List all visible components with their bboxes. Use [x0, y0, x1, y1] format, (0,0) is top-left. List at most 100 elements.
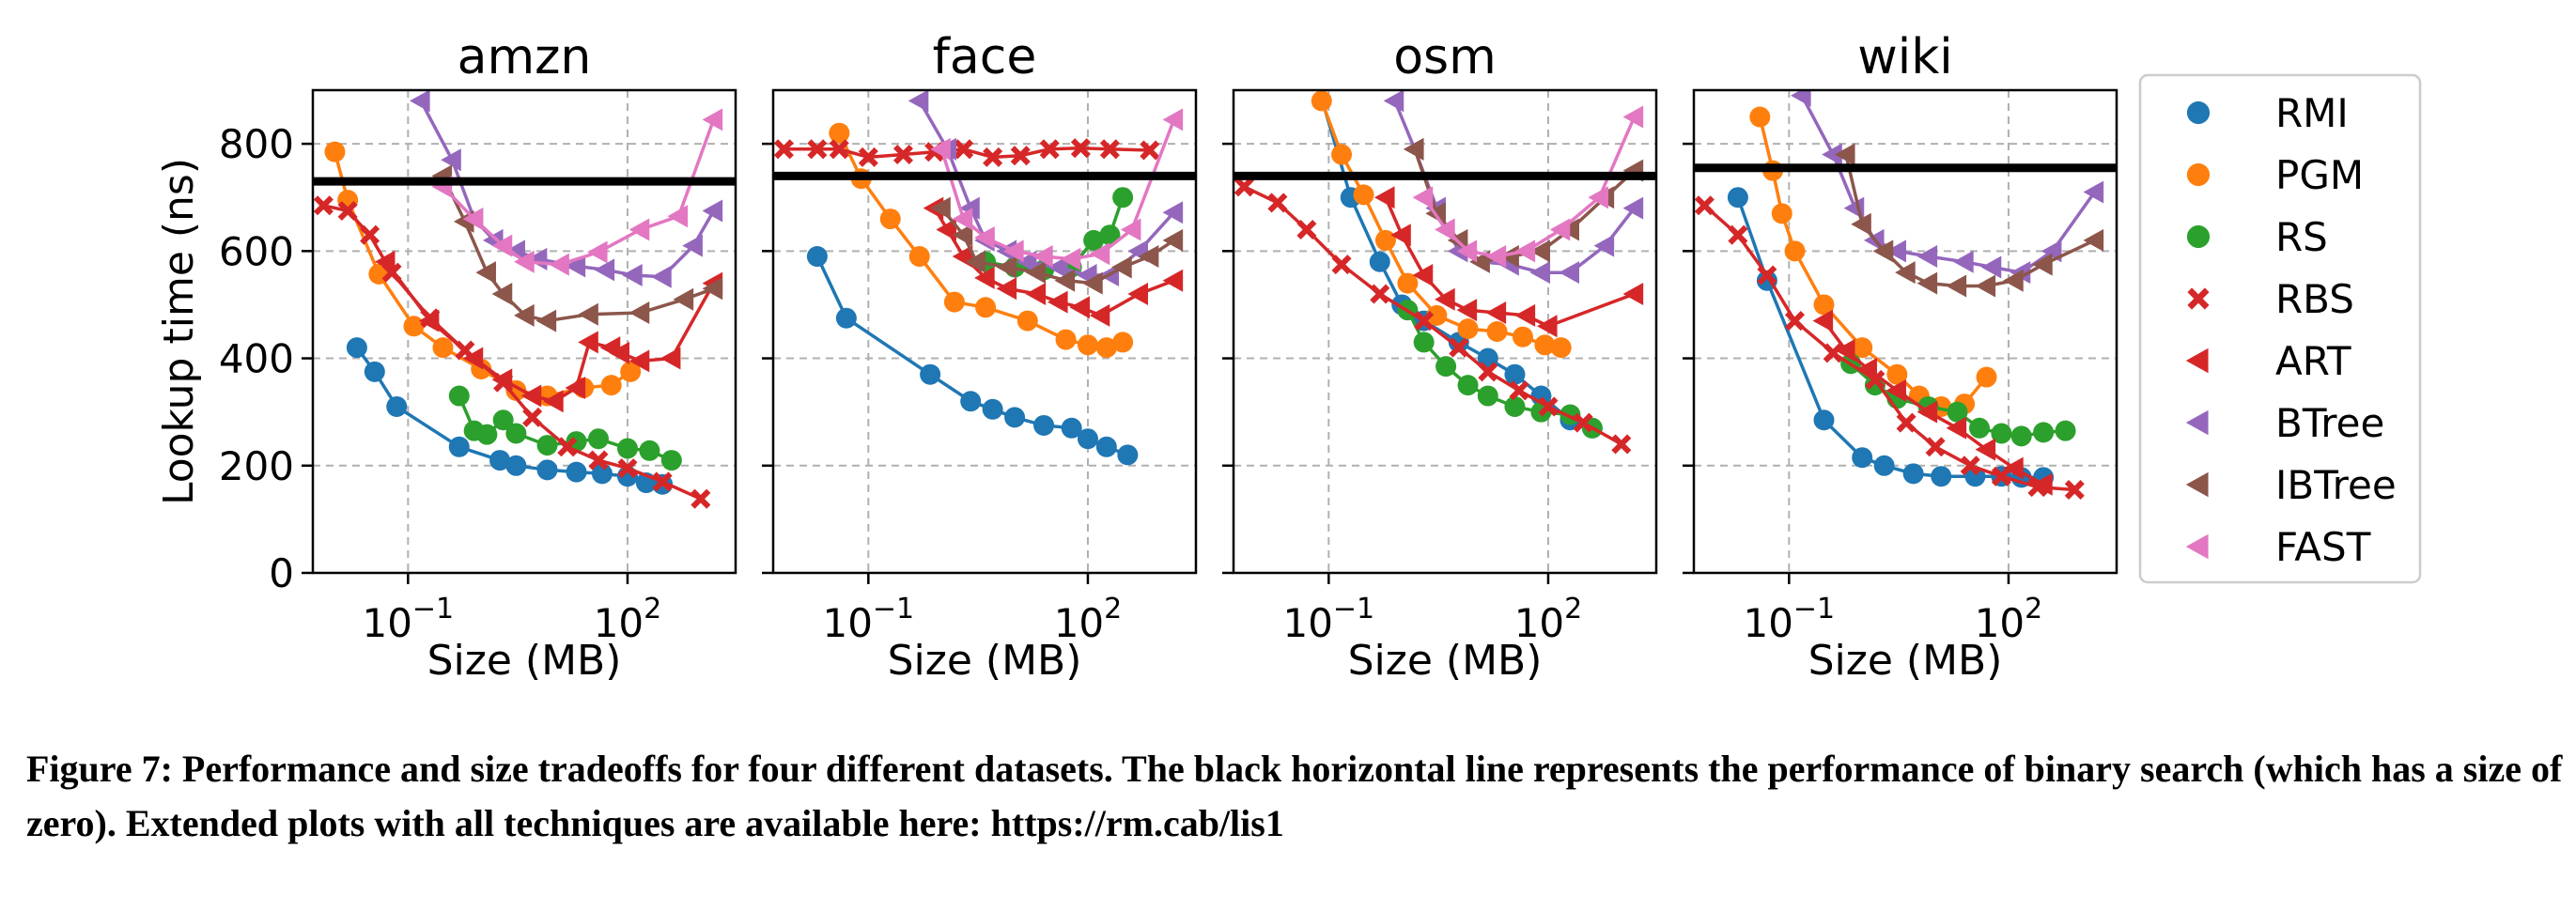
data-point-rmi [1077, 428, 1098, 450]
data-point-art [1025, 283, 1047, 306]
plot-frame [311, 88, 737, 575]
data-point-rbs [858, 147, 878, 167]
legend-marker-pgm [2186, 162, 2211, 187]
data-point-rbs [1478, 362, 1498, 382]
data-point-art [1456, 299, 1478, 322]
data-point-pgm [1112, 332, 1134, 353]
data-point-rmi [505, 455, 527, 476]
data-point-rmi [1873, 455, 1895, 476]
series-line-fast [442, 118, 716, 267]
data-point-rmi [346, 337, 367, 359]
data-point-rmi [1033, 414, 1055, 436]
data-point-art [1069, 296, 1091, 319]
data-point-rs [536, 435, 558, 456]
data-point-btree [1162, 201, 1184, 224]
data-point-fast [1456, 239, 1478, 263]
legend-label-ibtree: IBTree [2275, 462, 2397, 508]
data-point-pgm [908, 246, 930, 268]
data-point-btree [1559, 261, 1580, 285]
data-point-pgm [1095, 337, 1117, 359]
data-point-ibtree [1054, 269, 1076, 292]
data-point-fast [1514, 239, 1536, 263]
data-point-btree [1047, 255, 1068, 279]
data-point-rs [1477, 385, 1498, 407]
data-point-ibtree [1946, 274, 1967, 298]
data-point-btree [651, 265, 672, 288]
data-point-ibtree [996, 255, 1017, 279]
data-point-rmi [1296, 37, 1317, 57]
data-point-rbs [588, 450, 609, 471]
data-point-fast [1435, 218, 1455, 241]
data-point-pgm [1813, 294, 1835, 316]
data-point-rbs [829, 139, 849, 160]
data-point-pgm [1771, 203, 1792, 224]
data-point-rmi [591, 463, 613, 485]
data-point-rbs [892, 145, 914, 165]
data-point-rs [587, 428, 609, 450]
data-point-rbs [1039, 139, 1060, 160]
data-point-rmi [448, 436, 470, 457]
data-point-rbs [1414, 311, 1435, 332]
x-tick-label: 10−1 [362, 593, 454, 646]
data-point-fast [1003, 239, 1024, 263]
data-point-rmi [536, 459, 558, 481]
data-point-pgm [975, 297, 997, 318]
series-line-ibtree [939, 207, 1175, 286]
data-point-btree [2083, 180, 2104, 204]
data-point-btree [1016, 250, 1037, 273]
data-point-art [628, 349, 650, 373]
panel-title: amzn [458, 29, 592, 85]
data-point-pgm [1397, 272, 1419, 294]
data-point-rs [1947, 401, 1968, 423]
panel-amzn: 0 200 400 600 800 10−1 102 amzn Size (MB) Lookup … [155, 29, 737, 685]
data-point-rmi [920, 363, 941, 385]
data-point-art [1975, 438, 1996, 461]
data-point-ibtree [930, 196, 951, 220]
data-point-rbs [1757, 265, 1777, 286]
data-point-rs [1457, 375, 1479, 396]
data-point-rs [2055, 420, 2076, 441]
panel-osm: 10−1 102 osm Size (MB) [1222, 29, 1658, 685]
data-point-rs [2033, 422, 2055, 443]
series-line-ibtree [1844, 154, 2096, 288]
data-point-ibtree [2083, 228, 2104, 252]
legend-marker-btree [2185, 409, 2209, 436]
data-point-fast [462, 208, 484, 231]
data-point-pgm [1976, 366, 1997, 388]
data-point-art [1127, 283, 1148, 306]
x-axis-label: Size (MB) [1348, 637, 1543, 685]
x-axis-label: Size (MB) [888, 637, 1082, 685]
legend-marker-ibtree [2185, 471, 2209, 498]
data-point-art [565, 376, 586, 399]
x-tick-label: 102 [594, 593, 662, 646]
plot-frame [1692, 88, 2118, 575]
data-point-art [936, 218, 956, 241]
data-point-pgm [1784, 240, 1806, 262]
data-point-pgm [1550, 337, 1572, 359]
data-point-art [1412, 264, 1434, 287]
data-point-rmi [1095, 436, 1117, 457]
panel-title: osm [1393, 29, 1497, 85]
data-point-btree [1791, 90, 1811, 107]
data-point-rs [1968, 417, 1990, 439]
data-point-ibtree [2003, 269, 2024, 292]
data-point-pgm [879, 208, 901, 230]
data-point-btree [441, 148, 461, 172]
data-point-rs [505, 423, 527, 444]
data-point-rs [492, 409, 514, 431]
data-point-fast [1549, 218, 1571, 241]
data-point-art [2032, 472, 2053, 496]
data-point-rbs [1823, 343, 1843, 363]
data-point-fast [1120, 218, 1141, 241]
legend-label-rbs: RBS [2275, 276, 2354, 322]
x-tick-label: 10−1 [1282, 593, 1374, 646]
data-point-rs [1413, 332, 1435, 353]
data-point-rbs [1573, 412, 1593, 433]
legend-label-fast: FAST [2275, 524, 2371, 570]
legend-marker-rbs [2187, 287, 2210, 310]
data-point-rbs [1784, 311, 1806, 332]
data-point-rbs [1010, 146, 1031, 166]
data-point-btree [1980, 255, 2002, 279]
data-point-rs [1099, 224, 1121, 246]
data-point-rmi [364, 361, 385, 382]
